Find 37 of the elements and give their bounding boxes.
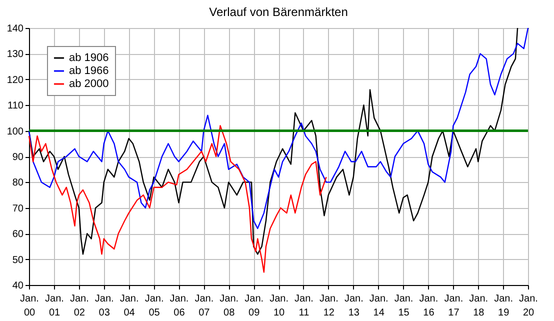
x-tick-label: Jan. 05 (144, 294, 164, 318)
x-tick-label: Jan. 13 (344, 294, 364, 318)
chart-title: Verlauf von Bärenmärkten (209, 5, 348, 19)
x-tick-label: Jan. 14 (369, 294, 388, 318)
x-tick-label: Jan. 03 (94, 294, 114, 318)
y-tick-label: 70 (12, 203, 24, 214)
x-tick-label: Jan. 06 (170, 294, 189, 318)
x-tick-label: Jan. 09 (244, 294, 264, 318)
y-tick-label: 40 (12, 280, 24, 292)
x-tick-label: Jan. 17 (444, 294, 464, 318)
y-tick-label: 130 (6, 49, 24, 60)
x-tick-label: Jan. 11 (294, 294, 314, 318)
x-tick-label: Jan. 08 (220, 294, 239, 318)
y-tick-label: 90 (12, 152, 24, 163)
y-tick-label: 100 (6, 126, 24, 138)
y-tick-label: 140 (6, 24, 24, 34)
x-tick-label: Jan. 10 (270, 294, 288, 318)
x-tick-label: Jan. 15 (394, 294, 414, 318)
x-tick-label: Jan. 01 (45, 294, 64, 318)
x-tick-label: Jan. 18 (469, 294, 488, 318)
y-tick-label: 120 (6, 74, 24, 86)
x-tick-label: Jan. 20 (519, 294, 538, 318)
x-tick-label: Jan. 16 (419, 294, 438, 318)
x-tick-label: Jan. 19 (494, 294, 514, 318)
legend-label: ab 1906 (69, 52, 109, 64)
legend-label: ab 1966 (69, 65, 109, 77)
y-tick-label: 110 (8, 100, 24, 112)
x-tick-label: Jan. 12 (319, 294, 338, 318)
legend-label: ab 2000 (69, 78, 109, 90)
x-tick-label: Jan. 00 (20, 294, 39, 318)
x-tick-label: Jan. 04 (120, 294, 139, 318)
y-tick-label: 50 (12, 254, 24, 266)
x-tick-label: Jan. 02 (70, 294, 89, 318)
y-tick-label: 60 (12, 229, 24, 240)
x-tick-label: Jan. 07 (194, 294, 214, 318)
y-tick-label: 80 (12, 178, 24, 189)
line-series (28, 125, 327, 273)
